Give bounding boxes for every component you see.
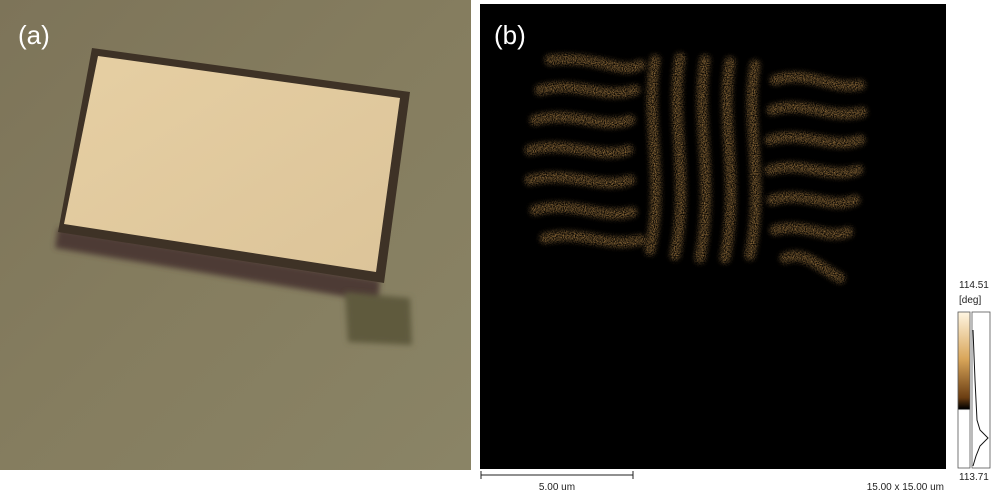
panel-b: (b) xyxy=(480,4,946,469)
colorbar-unit: [deg] xyxy=(959,295,981,306)
scale-bar: 5.00 um 15.00 x 15.00 um xyxy=(481,471,944,493)
scan-size: 15.00 x 15.00 um xyxy=(867,482,944,493)
figure: (a) (b) 1 xyxy=(0,0,993,497)
contact-pad xyxy=(345,292,412,345)
panel-a: (a) xyxy=(0,0,471,470)
colorbar-max: 114.51 xyxy=(959,280,989,291)
colorbar: 114.51 [deg] 113.71 xyxy=(958,280,990,483)
scale-bar-label: 5.00 um xyxy=(539,482,575,493)
panel-label: (a) xyxy=(18,20,50,50)
colorbar-min: 113.71 xyxy=(959,472,989,483)
colorbar-gradient xyxy=(958,312,970,468)
panel-label: (b) xyxy=(494,20,526,50)
